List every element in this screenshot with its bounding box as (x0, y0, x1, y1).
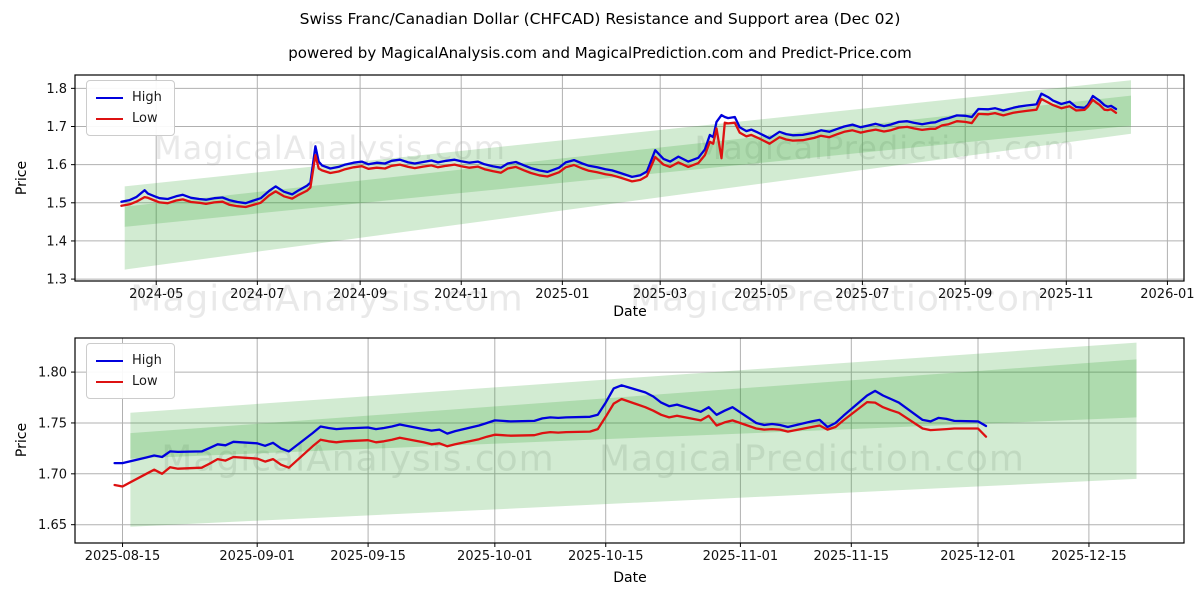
y-axis-label: Price (14, 160, 30, 196)
overview-chart: 2024-05 2024-07 2024-09 2024-11 2025-01 2025-… (46, 74, 1195, 302)
legend: High Low (86, 343, 175, 399)
axes-frame (74, 74, 1185, 282)
watermark-text: MagicalPrediction.com (630, 278, 1056, 320)
y-tick-label: 1.70 (38, 467, 67, 482)
x-axis-label: Date (613, 304, 647, 320)
legend-item-low: Low (96, 371, 162, 392)
y-tick-label: 1.6 (46, 158, 67, 173)
x-tick-label: 2024-05 (129, 287, 183, 302)
high-line-swatch (96, 359, 123, 362)
legend-label-low: Low (132, 111, 158, 126)
legend-item-high: High (96, 87, 162, 108)
x-tick-label: 2024-09 (333, 287, 387, 302)
watermark-text: MagicalPrediction.com (599, 438, 1025, 480)
x-tick-label: 2025-09 (938, 287, 992, 302)
legend-label-high: High (132, 90, 162, 105)
high-line-swatch (96, 96, 123, 99)
page-subtitle: powered by MagicalAnalysis.com and Magic… (288, 44, 912, 62)
x-tick-label: 2025-12-15 (1051, 549, 1127, 564)
y-tick-label: 1.80 (38, 366, 67, 381)
legend-label-high: High (132, 353, 162, 368)
y-tick-label: 1.7 (46, 120, 67, 135)
x-tick-label: 2025-03 (633, 287, 687, 302)
x-tick-label: 2025-11 (1039, 287, 1093, 302)
resistance-band (130, 342, 1137, 459)
resistance-band (124, 80, 1131, 227)
watermark-text: MagicalAnalysis.com (130, 278, 524, 320)
y-tick-label: 1.75 (38, 416, 67, 431)
low-line (113, 397, 988, 488)
watermark-text: MagicalPrediction.com (694, 129, 1076, 167)
x-tick-label: 2025-09-01 (219, 549, 295, 564)
low-line-swatch (96, 117, 123, 120)
high-line (120, 92, 1118, 205)
legend: High Low (86, 80, 175, 136)
x-tick-label: 2025-08-15 (85, 549, 161, 564)
y-tick-label: 1.65 (38, 518, 67, 533)
y-tick-label: 1.3 (46, 273, 67, 288)
x-tick-label: 2025-09-15 (330, 549, 406, 564)
y-tick-label: 1.4 (46, 234, 67, 249)
page-title: Swiss Franc/Canadian Dollar (CHFCAD) Res… (299, 10, 901, 28)
x-tick-label: 2025-10-15 (568, 549, 644, 564)
y-axis-label: Price (14, 422, 30, 458)
x-tick-label: 2025-05 (734, 287, 788, 302)
detail-chart: 2025-08-15 2025-09-01 2025-09-15 2025-10-01… (38, 337, 1185, 564)
x-tick-label: 2024-11 (434, 287, 488, 302)
x-tick-label: 2025-01 (535, 287, 589, 302)
x-axis-label: Date (613, 570, 647, 586)
low-line (120, 97, 1118, 209)
high-line (113, 384, 988, 465)
support-band (130, 359, 1137, 527)
x-tick-label: 2026-01 (1140, 287, 1194, 302)
x-tick-label: 2024-07 (230, 287, 284, 302)
x-tick-label: 2025-07 (835, 287, 889, 302)
legend-item-high: High (96, 350, 162, 371)
x-tick-label: 2025-11-01 (703, 549, 779, 564)
y-tick-label: 1.8 (46, 82, 67, 97)
legend-label-low: Low (132, 374, 158, 389)
legend-item-low: Low (96, 108, 162, 129)
x-tick-label: 2025-12-01 (940, 549, 1016, 564)
y-tick-label: 1.5 (46, 196, 67, 211)
x-tick-label: 2025-10-01 (457, 549, 533, 564)
x-tick-label: 2025-11-15 (814, 549, 890, 564)
support-band (124, 95, 1131, 270)
low-line-swatch (96, 380, 123, 383)
axes-frame (74, 337, 1185, 544)
